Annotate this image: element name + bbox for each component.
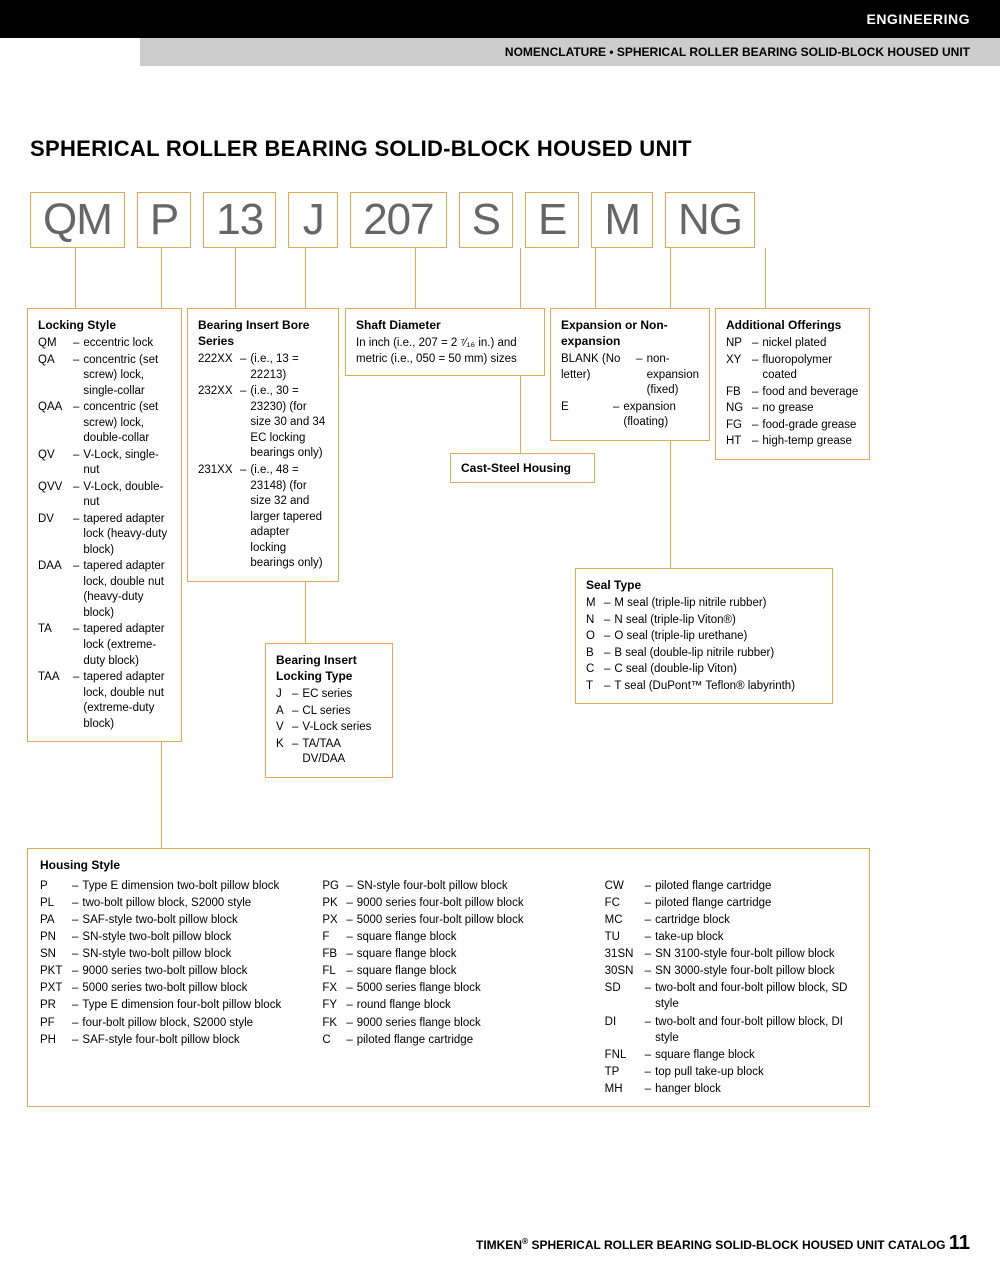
def-row: PL–two-bolt pillow block, S2000 style <box>40 895 292 911</box>
def-row: PG–SN-style four-bolt pillow block <box>322 878 574 894</box>
footer-text: SPHERICAL ROLLER BEARING SOLID-BLOCK HOU… <box>532 1238 946 1252</box>
def-row: FB–square flange block <box>322 946 574 962</box>
def-row: 222XX–(i.e., 13 = 22213) <box>198 352 328 383</box>
def-row: J–EC series <box>276 687 382 703</box>
bore-series-title: Bearing Insert Bore Series <box>198 317 328 349</box>
def-row: DI–two-bolt and four-bolt pillow block, … <box>605 1014 857 1046</box>
code-p: P <box>137 192 191 248</box>
expansion-box: Expansion or Non-expansion BLANK (No let… <box>550 308 710 441</box>
def-row: FB–food and beverage <box>726 385 859 401</box>
page-title: SPHERICAL ROLLER BEARING SOLID-BLOCK HOU… <box>30 136 970 162</box>
def-row: NG–no grease <box>726 401 859 417</box>
code-m: M <box>591 192 653 248</box>
def-row: XY–fluoropolymer coated <box>726 353 859 384</box>
code-row: QM P 13 J 207 S E M NG <box>30 192 970 248</box>
def-row: O–O seal (triple-lip urethane) <box>586 629 822 645</box>
def-row: FY–round flange block <box>322 997 574 1013</box>
def-row: CW–piloted flange cartridge <box>605 878 857 894</box>
def-row: DAA–tapered adapter lock, double nut (he… <box>38 559 171 621</box>
def-row: C–C seal (double-lip Viton) <box>586 662 822 678</box>
housing-style-box: Housing Style P–Type E dimension two-bol… <box>27 848 870 1107</box>
def-row: HT–high-temp grease <box>726 434 859 450</box>
def-row: 231XX–(i.e., 48 = 23148) (for size 32 an… <box>198 463 328 572</box>
def-row: FG–food-grade grease <box>726 418 859 434</box>
def-row: TP–top pull take-up block <box>605 1064 857 1080</box>
def-row: QAA–concentric (set screw) lock, double-… <box>38 400 171 447</box>
code-qm: QM <box>30 192 125 248</box>
def-row: FX–5000 series flange block <box>322 980 574 996</box>
code-ng: NG <box>665 192 755 248</box>
def-row: MH–hanger block <box>605 1081 857 1097</box>
def-row: P–Type E dimension two-bolt pillow block <box>40 878 292 894</box>
expansion-title: Expansion or Non-expansion <box>561 317 699 349</box>
def-row: PK–9000 series four-bolt pillow block <box>322 895 574 911</box>
def-row: PF–four-bolt pillow block, S2000 style <box>40 1015 292 1031</box>
additional-title: Additional Offerings <box>726 317 859 333</box>
def-row: FNL–square flange block <box>605 1047 857 1063</box>
code-j: J <box>288 192 338 248</box>
header-subtitle: NOMENCLATURE • SPHERICAL ROLLER BEARING … <box>0 38 1000 66</box>
def-row: V–V-Lock series <box>276 720 382 736</box>
def-row: B–B seal (double-lip nitrile rubber) <box>586 646 822 662</box>
def-row: TAA–tapered adapter lock, double nut (ex… <box>38 670 171 732</box>
def-row: QVV–V-Lock, double-nut <box>38 480 171 511</box>
footer-brand: TIMKEN® <box>476 1238 528 1252</box>
def-row: 30SN–SN 3000-style four-bolt pillow bloc… <box>605 963 857 979</box>
shaft-diameter-title: Shaft Diameter <box>356 317 534 333</box>
def-row: NP–nickel plated <box>726 336 859 352</box>
def-row: PN–SN-style two-bolt pillow block <box>40 929 292 945</box>
def-row: DV–tapered adapter lock (heavy-duty bloc… <box>38 512 171 559</box>
def-row: F–square flange block <box>322 929 574 945</box>
footer-page: 11 <box>949 1232 970 1254</box>
def-row: A–CL series <box>276 704 382 720</box>
locking-type-title: Bearing Insert Locking Type <box>276 652 382 684</box>
def-row: N–N seal (triple-lip Viton®) <box>586 613 822 629</box>
def-row: 232XX–(i.e., 30 = 23230) (for size 30 an… <box>198 384 328 462</box>
locking-style-box: Locking Style QM–eccentric lockQA–concen… <box>27 308 182 742</box>
code-13: 13 <box>203 192 276 248</box>
seal-type-box: Seal Type M–M seal (triple-lip nitrile r… <box>575 568 833 704</box>
cast-steel-title: Cast-Steel Housing <box>461 460 584 476</box>
category-text: ENGINEERING <box>866 11 970 27</box>
def-row: SN–SN-style two-bolt pillow block <box>40 946 292 962</box>
def-row: K–TA/TAA DV/DAA <box>276 737 382 768</box>
subtitle-text: NOMENCLATURE • SPHERICAL ROLLER BEARING … <box>505 45 970 59</box>
seal-type-title: Seal Type <box>586 577 822 593</box>
def-row: T–T seal (DuPont™ Teflon® labyrinth) <box>586 679 822 695</box>
code-207: 207 <box>350 192 446 248</box>
def-row: QV–V-Lock, single-nut <box>38 448 171 479</box>
def-row: M–M seal (triple-lip nitrile rubber) <box>586 596 822 612</box>
def-row: QA–concentric (set screw) lock, single-c… <box>38 353 171 400</box>
diagram-area: Locking Style QM–eccentric lockQA–concen… <box>30 248 970 1018</box>
def-row: PXT–5000 series two-bolt pillow block <box>40 980 292 996</box>
def-row: QM–eccentric lock <box>38 336 171 352</box>
shaft-diameter-desc: In inch (i.e., 207 = 2 ⁷⁄₁₆ in.) and met… <box>356 336 534 367</box>
def-row: PH–SAF-style four-bolt pillow block <box>40 1032 292 1048</box>
def-row: PA–SAF-style two-bolt pillow block <box>40 912 292 928</box>
locking-type-box: Bearing Insert Locking Type J–EC seriesA… <box>265 643 393 778</box>
def-row: 31SN–SN 3100-style four-bolt pillow bloc… <box>605 946 857 962</box>
bore-series-box: Bearing Insert Bore Series 222XX–(i.e., … <box>187 308 339 582</box>
def-row: MC–cartridge block <box>605 912 857 928</box>
footer: TIMKEN® SPHERICAL ROLLER BEARING SOLID-B… <box>476 1232 970 1255</box>
def-row: SD–two-bolt and four-bolt pillow block, … <box>605 980 857 1012</box>
code-e: E <box>525 192 579 248</box>
def-row: TA–tapered adapter lock (extreme-duty bl… <box>38 622 171 669</box>
additional-box: Additional Offerings NP–nickel platedXY–… <box>715 308 870 460</box>
cast-steel-box: Cast-Steel Housing <box>450 453 595 483</box>
def-row: FK–9000 series flange block <box>322 1015 574 1031</box>
def-row: TU–take-up block <box>605 929 857 945</box>
def-row: C–piloted flange cartridge <box>322 1032 574 1048</box>
def-row: FL–square flange block <box>322 963 574 979</box>
header-category: ENGINEERING <box>0 0 1000 38</box>
def-row: FC–piloted flange cartridge <box>605 895 857 911</box>
locking-style-title: Locking Style <box>38 317 171 333</box>
def-row: PR–Type E dimension four-bolt pillow blo… <box>40 997 292 1013</box>
def-row: PKT–9000 series two-bolt pillow block <box>40 963 292 979</box>
shaft-diameter-box: Shaft Diameter In inch (i.e., 207 = 2 ⁷⁄… <box>345 308 545 376</box>
code-s: S <box>459 192 513 248</box>
def-row: PX–5000 series four-bolt pillow block <box>322 912 574 928</box>
housing-style-title: Housing Style <box>40 857 857 874</box>
